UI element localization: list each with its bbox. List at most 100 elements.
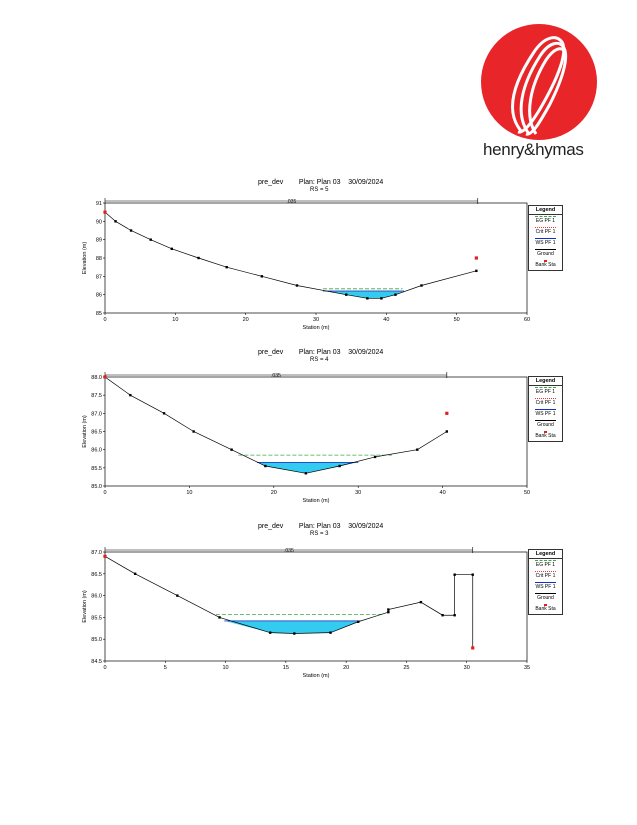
y-tick-label: 85.5 — [91, 615, 102, 621]
manning-label: .035 — [287, 199, 297, 205]
legend-label: Crit PF 1 — [535, 400, 556, 406]
x-tick-label: 60 — [524, 317, 530, 323]
y-tick-label: 91 — [96, 201, 102, 207]
x-tick-label: 0 — [103, 490, 106, 496]
legend-item: Bank Sta — [529, 430, 562, 441]
x-tick-label: 0 — [103, 317, 106, 323]
ground-point — [441, 614, 444, 617]
bank-station-marker — [471, 646, 475, 650]
y-tick-label: 85.0 — [91, 484, 102, 490]
ground-point — [268, 631, 272, 634]
x-axis-label: Station (m) — [303, 498, 330, 504]
ground-point — [373, 455, 377, 459]
x-tick-label: 40 — [383, 317, 389, 323]
x-tick-label: 30 — [313, 317, 319, 323]
legend-item: Crit PF 1 — [529, 570, 562, 581]
ground-point — [387, 608, 390, 611]
legend-label: Bank Sta — [535, 433, 556, 439]
ground-point — [420, 284, 423, 287]
y-tick-label: 88 — [96, 256, 102, 262]
legend-item: WS PF 1 — [529, 581, 562, 592]
ground-point — [133, 572, 137, 575]
x-tick-label: 35 — [524, 665, 530, 671]
ground-point — [345, 293, 348, 296]
ground-point — [304, 472, 308, 475]
legend-item: Ground — [529, 592, 562, 603]
y-axis-label: Elevation (m) — [82, 242, 88, 275]
legend-symbol — [535, 582, 556, 583]
legend-title: Legend — [529, 377, 562, 386]
x-tick-label: 30 — [464, 665, 470, 671]
legend-item: WS PF 1 — [529, 237, 562, 248]
legend-item: EG PF 1 — [529, 386, 562, 397]
ground-point — [293, 632, 296, 635]
x-tick-label: 20 — [343, 665, 349, 671]
legend-label: EG PF 1 — [535, 389, 556, 395]
ground-point — [357, 620, 360, 623]
legend-item: Ground — [529, 248, 562, 259]
legend-title: Legend — [529, 206, 562, 215]
plot-frame — [104, 202, 528, 314]
chart-1-title: pre_dev Plan: Plan 03 30/09/2024 — [258, 179, 384, 186]
y-tick-label: 85.5 — [91, 466, 102, 472]
ground-point — [114, 220, 117, 223]
y-tick-label: 90 — [96, 219, 102, 225]
x-tick-label: 15 — [283, 665, 289, 671]
ground-point — [218, 616, 221, 619]
legend-symbol — [535, 571, 556, 572]
ground-point — [176, 594, 179, 597]
bank-station-marker — [474, 256, 478, 260]
legend-label: Crit PF 1 — [535, 573, 556, 579]
y-tick-label: 87 — [96, 274, 102, 280]
legend-label: Bank Sta — [535, 606, 556, 612]
x-tick-label: 50 — [454, 317, 460, 323]
ground-point — [225, 265, 228, 269]
legend-label: Bank Sta — [535, 262, 556, 268]
ground-point — [387, 610, 390, 614]
legend-label: Ground — [537, 595, 554, 601]
y-tick-label: 88.0 — [91, 375, 102, 381]
x-tick-label: 25 — [403, 665, 409, 671]
x-tick-label: 10 — [172, 317, 178, 323]
water-fill — [224, 620, 361, 634]
water-fill — [323, 291, 404, 299]
ground-point — [162, 412, 166, 415]
legend-label: WS PF 1 — [535, 584, 556, 590]
legend-item: Crit PF 1 — [529, 226, 562, 237]
x-tick-label: 0 — [103, 665, 106, 671]
legend-label: Ground — [537, 251, 554, 257]
x-tick-label: 5 — [164, 665, 167, 671]
plot-frame — [104, 551, 528, 662]
ground-point — [129, 393, 132, 397]
ground-point — [445, 430, 449, 433]
ground-point — [295, 284, 299, 287]
manning-label: .035 — [284, 548, 294, 554]
legend-item: EG PF 1 — [529, 559, 562, 570]
ground-line — [104, 376, 448, 474]
ground-point — [170, 247, 174, 251]
chart-1-rs5: 0 10 20 30 40 50 60 85 86 87 88 89 90 91 Station (m) El… — [82, 198, 530, 331]
chart-1-subtitle: RS = 5 — [310, 187, 329, 193]
ground-point — [260, 275, 264, 278]
ground-point — [416, 448, 419, 451]
legend-title: Legend — [529, 550, 562, 559]
legend-symbol — [544, 431, 547, 433]
y-tick-label: 85 — [96, 311, 102, 317]
legend-item: Crit PF 1 — [529, 397, 562, 408]
legend-item: Ground — [529, 419, 562, 430]
chart-3-subtitle: RS = 3 — [310, 531, 329, 537]
logo-wordmark: henry&hymas — [483, 140, 584, 159]
bank-station-marker — [445, 411, 449, 415]
y-tick-label: 86.0 — [91, 594, 102, 600]
chart-3-rs3: 0 5 10 15 20 25 30 35 84.5 85.0 85.5 86.0 86.5 87.0 St… — [82, 547, 530, 679]
ground-point — [453, 614, 456, 617]
ground-point — [129, 229, 133, 232]
legend-label: Crit PF 1 — [535, 229, 556, 235]
legend-symbol — [535, 387, 556, 388]
y-tick-label: 86.0 — [91, 448, 102, 454]
y-tick-label: 86 — [96, 293, 102, 299]
ground-point — [264, 464, 267, 468]
x-tick-label: 10 — [223, 665, 229, 671]
ground-point — [471, 573, 474, 576]
legend-symbol — [535, 227, 556, 228]
